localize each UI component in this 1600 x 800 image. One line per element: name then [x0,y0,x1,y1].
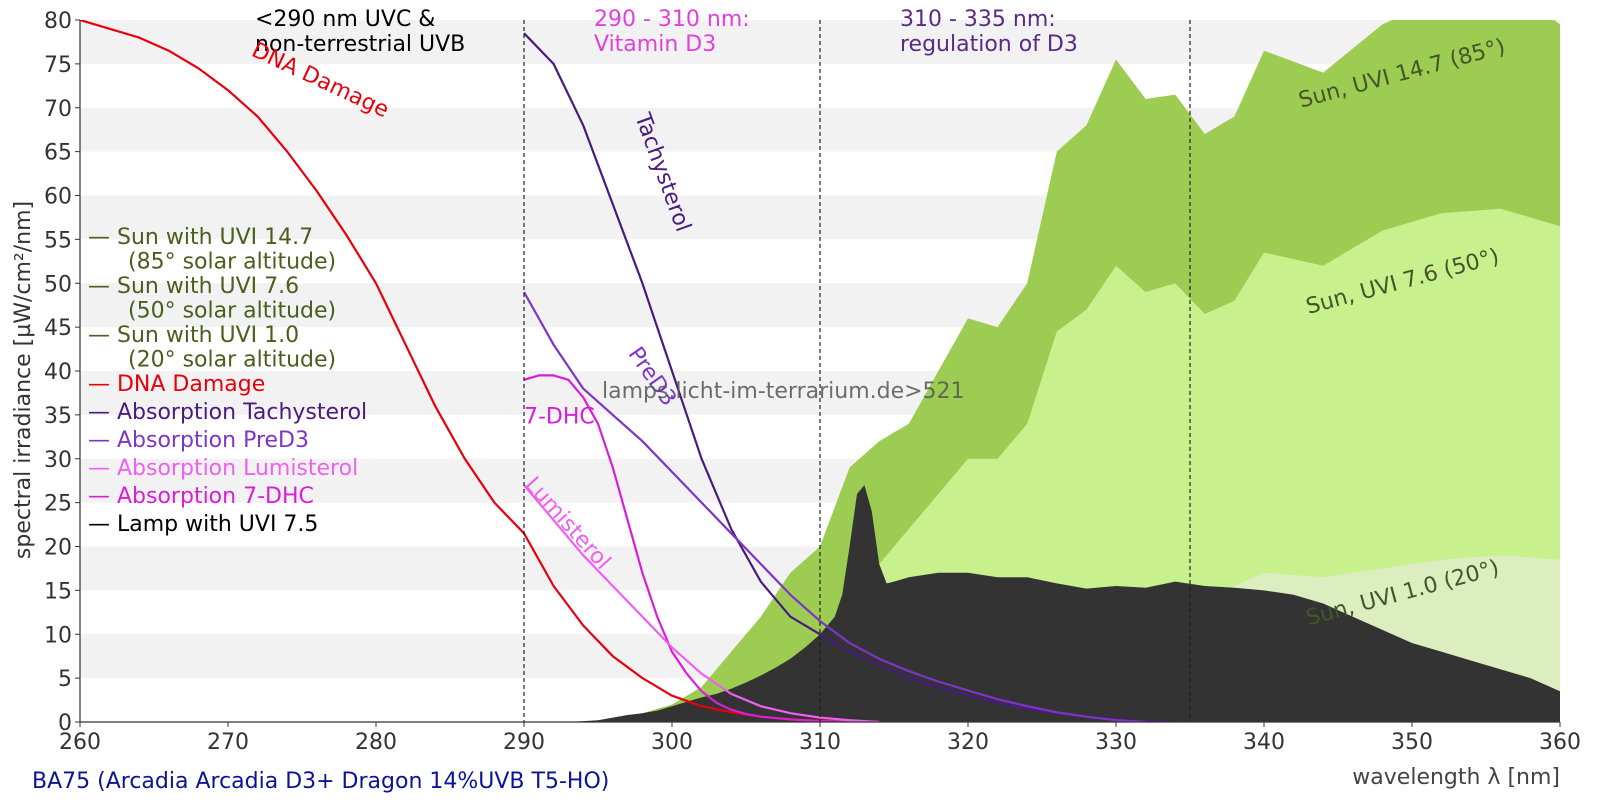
x-tick-label: 340 [1243,730,1285,755]
legend-item-7: — Absorption Lumisterol [88,456,358,481]
x-tick-label: 260 [59,730,101,755]
legend-item-5: — Absorption Tachysterol [88,400,367,425]
legend-item-6: — Absorption PreD3 [88,428,309,453]
legend-item-4: — DNA Damage [88,372,265,397]
x-tick-label: 360 [1539,730,1581,755]
y-tick-label: 25 [44,492,72,517]
x-tick-label: 270 [207,730,249,755]
legend-item-2: (50° solar altitude) [128,299,336,324]
y-tick-label: 65 [44,141,72,166]
region-labels: <290 nm UVC &non-terrestrial UVB 290 - 31… [255,7,1078,57]
legend-item-1: (85° solar altitude) [128,250,336,275]
y-tick-label: 5 [58,667,72,692]
line-absorption-7-dhc [523,374,880,722]
x-tick-label: 330 [1095,730,1137,755]
y-tick-label: 55 [44,228,72,253]
region-dividers [523,20,1191,722]
y-tick-label: 20 [44,536,72,561]
region-label-3: regulation of D3 [900,32,1078,57]
y-tick-label: 35 [44,404,72,429]
line-series [80,20,1176,722]
y-tick-label: 50 [44,272,72,297]
legend-item-8: — Absorption 7-DHC [88,484,314,509]
y-tick-label: 30 [44,448,72,473]
region-label-1: non-terrestrial UVB [255,32,465,57]
region-label-2: Vitamin D3 [594,32,716,57]
legend-item-3: — Sun with UVI 1.0 [88,323,299,348]
x-tick-label: 280 [355,730,397,755]
y-tick-label: 80 [44,9,72,34]
watermark: lamps.licht-im-terrarium.de>521 [602,379,965,404]
y-tick-label: 15 [44,579,72,604]
y-tick-label: 60 [44,185,72,210]
y-tick-label: 45 [44,316,72,341]
y-tick-label: 70 [44,97,72,122]
legend-item-1: — Sun with UVI 14.7 [88,225,313,250]
y-tick-label: 40 [44,360,72,385]
line-absorption-lumisterol [523,484,880,722]
area-lamp-with-uvi-7-5 [568,485,1560,722]
curve-label-7-dhc: 7-DHC [524,405,595,430]
x-axis-label: wavelength λ [nm] [1352,765,1560,790]
y-tick-label: 0 [58,711,72,736]
legend: — Sun with UVI 14.7(85° solar altitude)—… [88,225,367,537]
legend-item-2: — Sun with UVI 7.6 [88,274,299,299]
x-tick-label: 290 [503,730,545,755]
line-absorption-pred3 [523,291,1146,722]
y-tick-label: 75 [44,53,72,78]
axes: 0 5 10 15 20 25 30 35 40 45 50 55 60 65 70 75 80 260 270 28… [44,9,1581,755]
region-label-3: 310 - 335 nm: [900,7,1056,32]
y-tick-label: 10 [44,623,72,648]
area-series [568,20,1560,722]
legend-item-3: (20° solar altitude) [128,348,336,373]
x-tick-label: 300 [651,730,693,755]
x-tick-label: 320 [947,730,989,755]
y-axis-label: spectral irradiance [µW/cm²/nm] [11,201,36,559]
chart-footer: BA75 (Arcadia Arcadia D3+ Dragon 14%UVB … [32,769,609,794]
region-label-2: 290 - 310 nm: [594,7,750,32]
x-tick-label: 310 [799,730,841,755]
region-label-1: <290 nm UVC & [255,7,435,32]
x-tick-label: 350 [1391,730,1433,755]
legend-item-9: — Lamp with UVI 7.5 [88,512,318,537]
